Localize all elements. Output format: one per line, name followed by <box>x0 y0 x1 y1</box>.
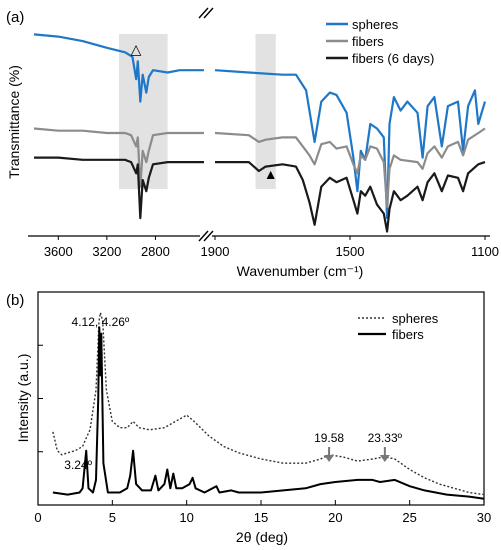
x-tick-label-20: 20 <box>328 510 342 525</box>
legend-label-fibers: fibers <box>392 327 424 342</box>
series-line-fibers-6-days--seg1 <box>34 156 204 220</box>
x-tick-label-3600: 3600 <box>44 244 73 259</box>
annotation-3: 19.58 <box>314 431 344 445</box>
legend: spheres fibers fibers (6 days) <box>326 17 434 66</box>
top-break-mark-2 <box>203 7 214 19</box>
panel-b: (b) Intensity (a.u.) 0 5 10 15 20 25 30 4.12, … <box>6 291 491 545</box>
series-group <box>52 312 485 500</box>
legend-label-spheres: spheres <box>392 311 439 326</box>
x-tick-label-3200: 3200 <box>92 244 121 259</box>
peak-markers: △▲ <box>131 41 278 182</box>
legend-label-3: fibers (6 days) <box>352 51 434 66</box>
annotation-arrow-head-4 <box>379 455 390 462</box>
annotation-1: 4.12, 4.26º <box>72 315 130 329</box>
x-tick-label-0: 0 <box>34 510 41 525</box>
x-tick-label-2800: 2800 <box>141 244 170 259</box>
series-line-fibers-seg1 <box>33 127 204 188</box>
highlight-band-1 <box>119 34 168 189</box>
legend-label-2: fibers <box>352 34 384 49</box>
open-triangle-marker: △ <box>131 41 142 57</box>
series-line-fibers-6-days--seg2 <box>215 161 486 233</box>
x-tick-label-30: 30 <box>477 510 491 525</box>
x-tick-label-1900: 1900 <box>201 244 230 259</box>
axis-break-mark-1 <box>198 230 209 242</box>
series-line-spheres-seg2 <box>214 69 487 220</box>
filled-triangle-marker: ▲ <box>264 166 278 182</box>
x-tick-label-15: 15 <box>254 510 268 525</box>
annotation-arrow-head-3 <box>324 455 335 462</box>
panel-b-label: (b) <box>6 292 24 309</box>
x-axis-label: Wavenumber (cm⁻¹) <box>237 263 364 279</box>
plot-frame: 0 5 10 15 20 25 30 <box>34 291 491 525</box>
x-tick-label-10: 10 <box>179 510 193 525</box>
series-line-fibers <box>52 326 485 500</box>
x-tick-label-5: 5 <box>109 510 116 525</box>
x-tick-label-25: 25 <box>402 510 416 525</box>
top-break-mark-1 <box>198 7 209 19</box>
panel-a-label: (a) <box>6 9 24 26</box>
x-tick-labels: 3600 3200 2800 1900 1500 1100 <box>44 236 499 259</box>
legend-label-1: spheres <box>352 17 399 32</box>
x-tick-label-1100: 1100 <box>471 244 499 259</box>
series-group <box>33 33 487 233</box>
panel-a: (a) Transmittance (%) △▲ 3600 3200 2800 190… <box>6 7 499 279</box>
axis-break-mark-2 <box>203 230 214 242</box>
series-line-spheres-seg1 <box>33 33 204 103</box>
annotation-4: 23.33º <box>368 431 403 445</box>
peak-annotations: 4.12, 4.26º 3.24º 19.58 23.33º <box>64 315 402 472</box>
x-axis <box>28 7 490 242</box>
annotation-2: 3.24º <box>64 458 92 472</box>
x-axis-label: 2θ (deg) <box>236 529 288 545</box>
series-line-fibers-seg2 <box>214 127 486 208</box>
highlight-bands <box>119 34 276 189</box>
y-axis-label: Transmittance (%) <box>6 65 22 179</box>
x-tick-label-1500: 1500 <box>336 244 365 259</box>
series-line-spheres <box>52 312 485 496</box>
y-axis-label: Intensity (a.u.) <box>15 354 31 443</box>
